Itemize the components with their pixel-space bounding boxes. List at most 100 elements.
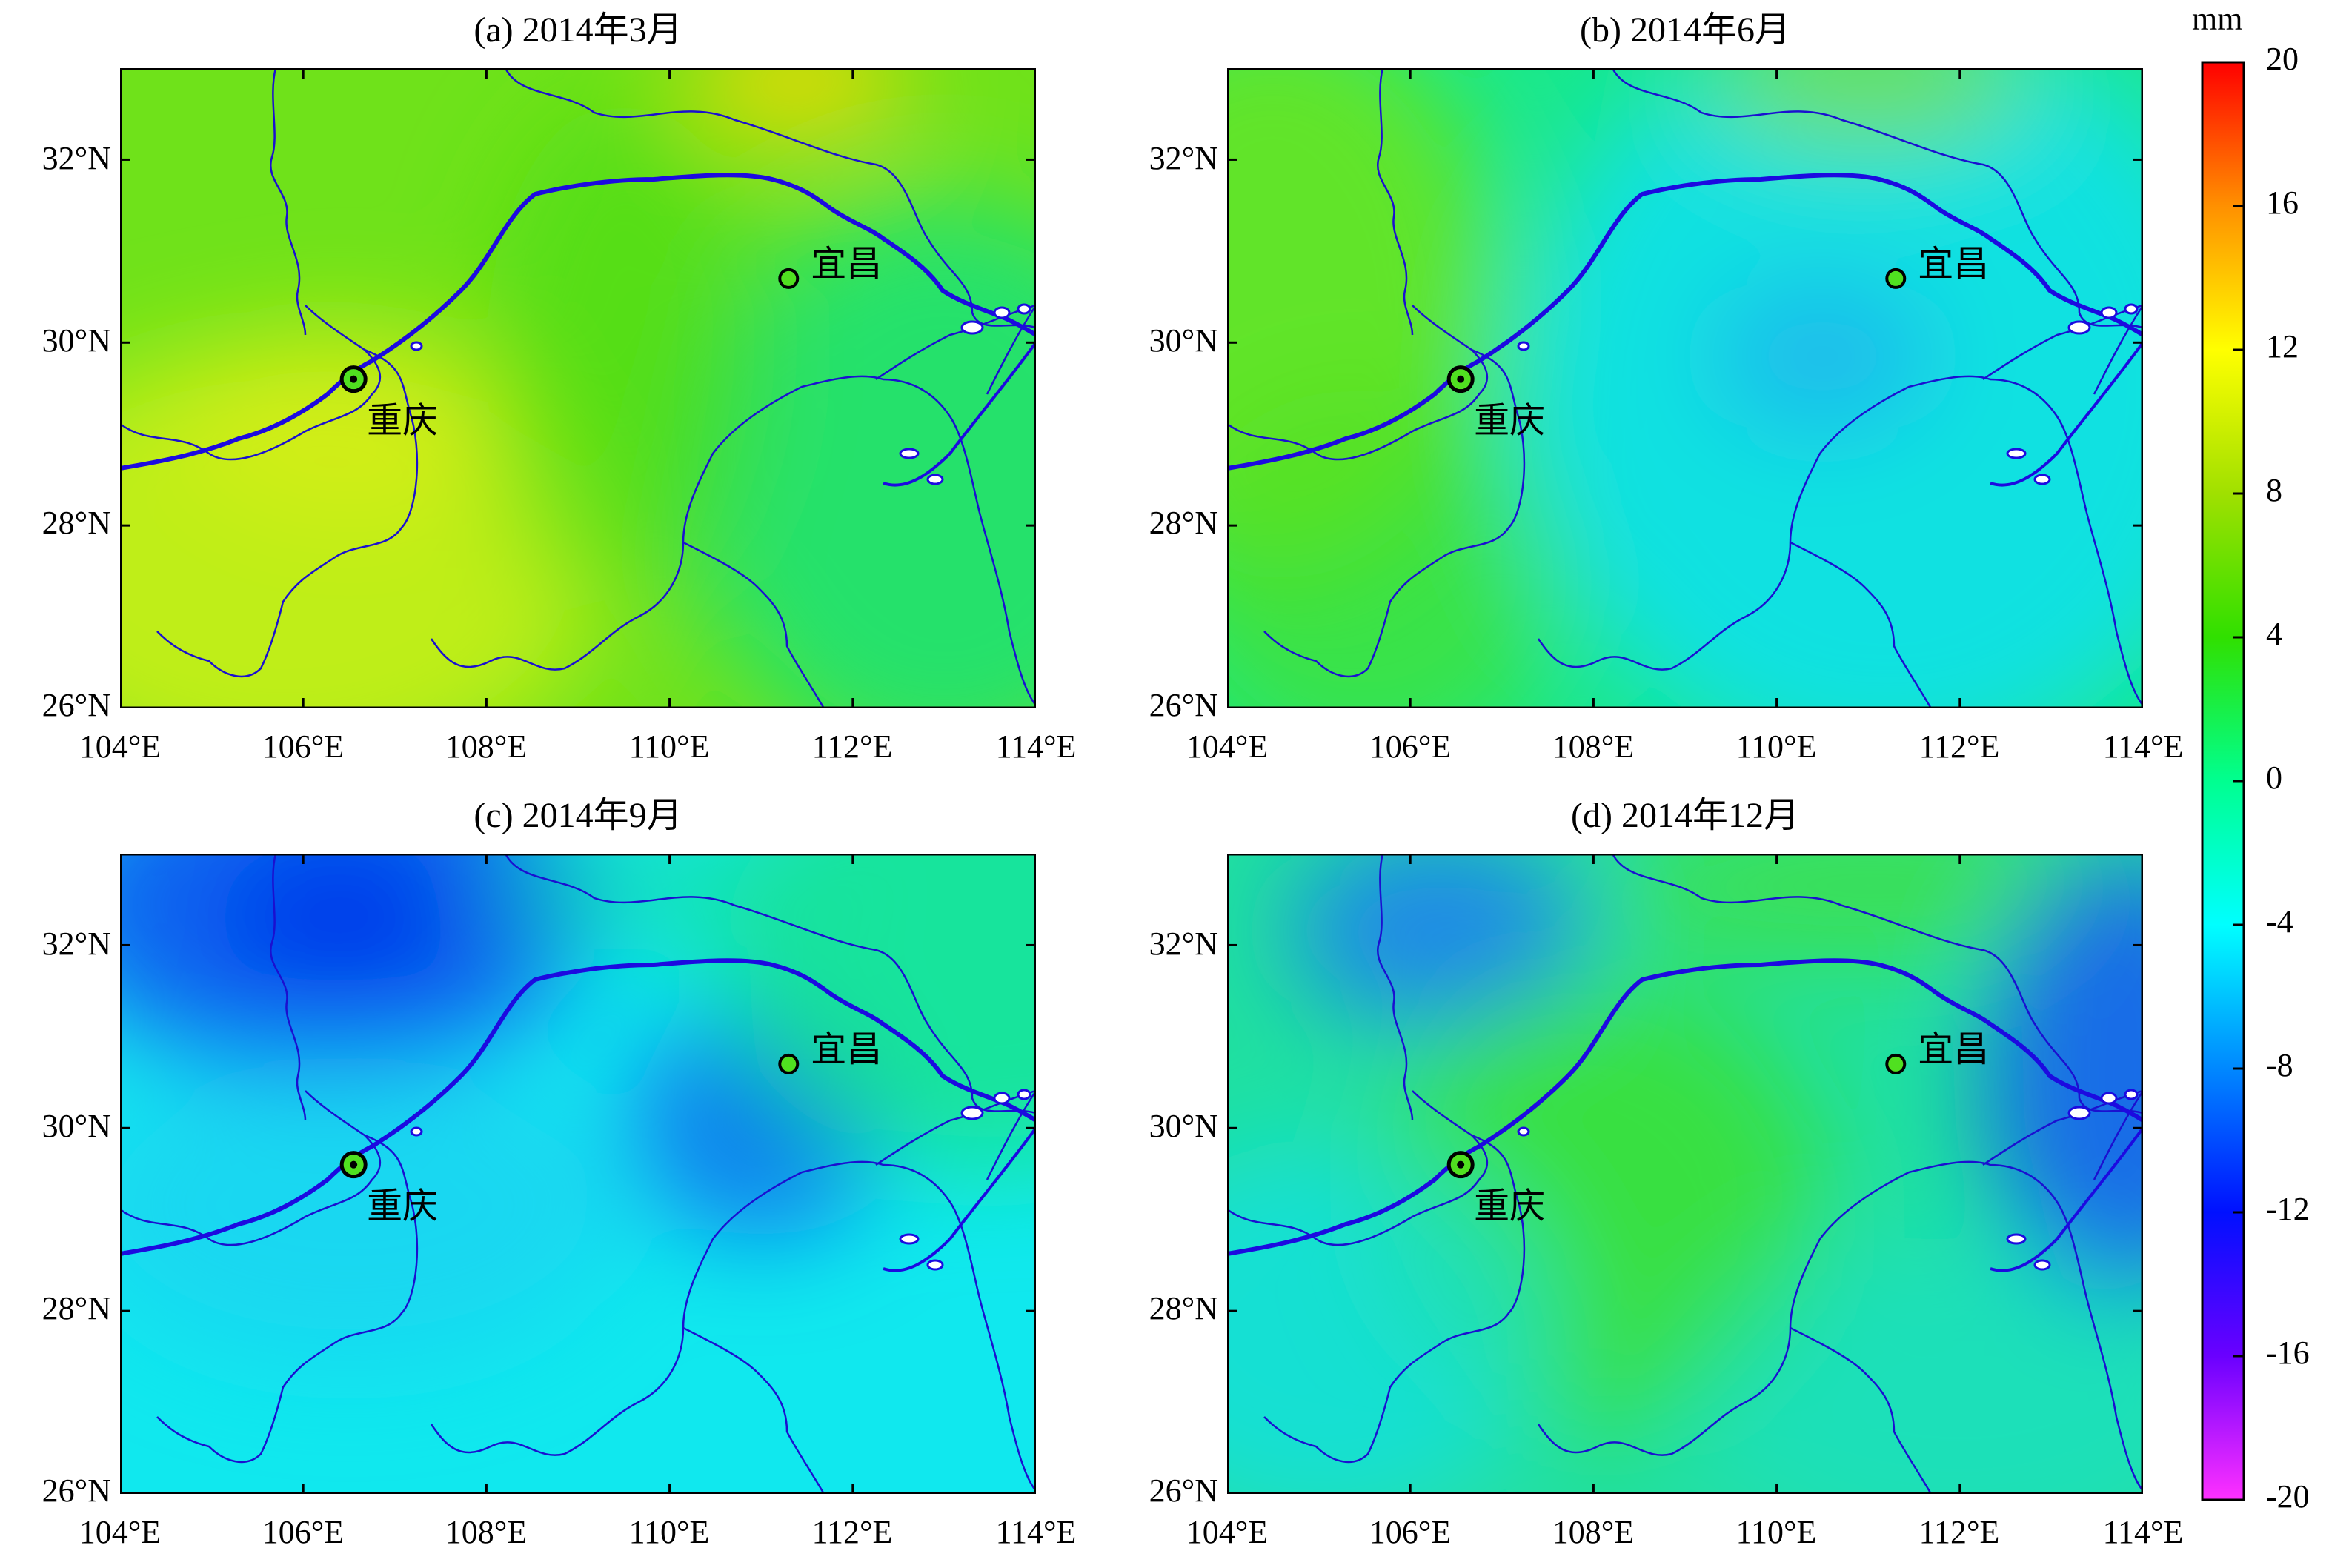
lake (2100, 1092, 2118, 1105)
lake (899, 448, 920, 459)
lon-label: 114°E (2102, 728, 2184, 765)
lon-label: 104°E (1186, 728, 1269, 765)
city-label: 重庆 (1474, 400, 1545, 442)
city-dot-icon (778, 1053, 800, 1074)
map-c: 重庆 宜昌 (120, 854, 1036, 1494)
colorbar-tick-label: 20 (2266, 41, 2299, 77)
lat-label: 30°N (1149, 322, 1218, 359)
map-a: 重庆 宜昌 (120, 68, 1036, 708)
lake (410, 1126, 423, 1137)
boundary-line (2093, 1090, 2143, 1180)
lon-label: 108°E (1552, 728, 1635, 765)
lake (960, 320, 984, 335)
lake (926, 1259, 944, 1271)
boundary-line (1982, 304, 2143, 381)
lat-label: 30°N (1149, 1108, 1218, 1144)
boundary-line (1790, 541, 1933, 708)
lat-label: 32°N (1149, 926, 1218, 962)
colorbar-unit: mm (2192, 1, 2243, 37)
lake (1517, 341, 1530, 351)
map-d: 重庆 宜昌 (1227, 854, 2143, 1494)
lon-label: 106°E (262, 728, 345, 765)
city-marker: 重庆 (339, 365, 438, 442)
lake (899, 1233, 920, 1245)
boundary-line (1982, 1089, 2143, 1166)
panel-title: (b) 2014年6月 (1580, 10, 1790, 50)
lake (2124, 1089, 2139, 1100)
colorbar-tick-label: 4 (2266, 616, 2282, 652)
boundary-line (2093, 305, 2143, 395)
boundary-line (270, 68, 307, 336)
city-dot-icon (350, 375, 358, 383)
city-marker: 宜昌 (778, 1029, 882, 1074)
lon-label: 108°E (1552, 1514, 1635, 1550)
colorbar-tick-label: -20 (2266, 1478, 2310, 1515)
lat-label: 28°N (41, 505, 111, 541)
boundary-line (1377, 68, 1414, 336)
lake (1517, 1126, 1530, 1137)
field-blob (688, 68, 908, 133)
boundary-line (986, 305, 1036, 395)
city-label: 重庆 (1474, 1186, 1545, 1227)
colorbar-tick-label: -16 (2266, 1335, 2310, 1371)
lake (2033, 474, 2051, 485)
lake (960, 1106, 984, 1120)
geography-layer (120, 68, 1036, 708)
lon-label: 112°E (1918, 728, 2000, 765)
field-blob (1593, 854, 2143, 963)
city-dot-icon (1457, 375, 1465, 383)
lake (1017, 303, 1031, 315)
field-blob (211, 854, 468, 995)
city-label: 宜昌 (811, 243, 882, 285)
colorbar-tick-label: 0 (2266, 760, 2282, 796)
city-marker: 宜昌 (778, 243, 882, 289)
boundary-line (1263, 348, 1526, 678)
river-branch (883, 341, 1036, 487)
lat-label: 28°N (1149, 505, 1218, 541)
lake (993, 1092, 1011, 1105)
boundary-line (270, 854, 307, 1121)
field-blob (1987, 854, 2143, 1302)
river-branch (1990, 1126, 2143, 1272)
map-b: 重庆 宜昌 (1227, 68, 2143, 708)
lon-label: 112°E (811, 1514, 893, 1550)
yangtze-river (1227, 173, 2143, 471)
lat-label: 32°N (1149, 140, 1218, 176)
colorbar-tick-label: -8 (2266, 1047, 2293, 1083)
lon-label: 114°E (2102, 1514, 2184, 1550)
city-label: 重庆 (367, 1186, 438, 1227)
city-marker: 重庆 (1446, 365, 1545, 442)
boundary-line (120, 305, 381, 461)
boundary-line (1377, 854, 1414, 1121)
lake (2006, 1233, 2027, 1245)
lat-label: 30°N (41, 1108, 111, 1144)
boundary-line (430, 1160, 1036, 1492)
boundary-line (1537, 1160, 2143, 1492)
field-blob (184, 324, 514, 516)
panel-title: (c) 2014年9月 (474, 796, 682, 835)
field-layer (120, 854, 1036, 1494)
colorbar-tick-label: 16 (2266, 185, 2299, 221)
lon-label: 108°E (445, 1514, 528, 1550)
lat-label: 28°N (41, 1290, 111, 1326)
lake (2033, 1259, 2051, 1271)
city-marker: 重庆 (1446, 1151, 1545, 1227)
lon-label: 110°E (628, 1514, 710, 1550)
lat-label: 30°N (41, 322, 111, 359)
lat-label: 32°N (41, 926, 111, 962)
field-blob (688, 196, 1036, 708)
lake (2067, 320, 2091, 335)
yangtze-river (120, 173, 1036, 471)
city-marker: 宜昌 (1885, 243, 1989, 289)
field-blob (486, 854, 853, 950)
lake (2006, 448, 2027, 459)
boundary-line (430, 375, 1036, 706)
city-label: 宜昌 (811, 1029, 882, 1070)
field-blob (1291, 854, 1584, 1027)
panel-title: (a) 2014年3月 (474, 10, 682, 50)
lat-label: 26°N (41, 687, 111, 723)
map-frame (1227, 854, 2143, 1494)
city-dot-icon (1885, 268, 1907, 289)
lon-label: 106°E (1369, 728, 1452, 765)
city-dot-icon (1457, 1160, 1465, 1169)
